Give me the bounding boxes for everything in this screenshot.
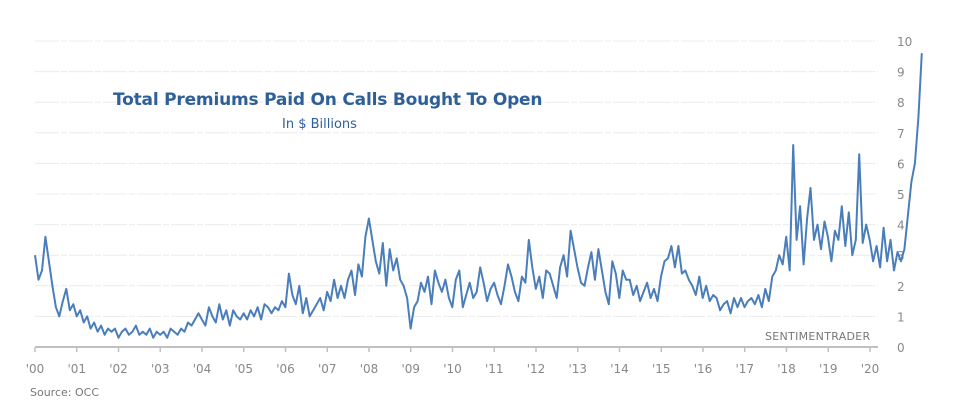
x-tick-label: '03 <box>151 362 170 376</box>
y-tick-label: 2 <box>897 280 905 294</box>
x-tick-label: '02 <box>109 362 128 376</box>
x-tick-label: '04 <box>193 362 212 376</box>
x-axis: '00 '01 '02 '03 '04 '05 '06 '07 '08 '09 '10 '11 '12 '… <box>26 346 880 376</box>
x-tick-label: '08 <box>360 362 379 376</box>
x-tick-label: '17 <box>735 362 754 376</box>
x-tick-label: '14 <box>610 362 629 376</box>
x-tick-label: '16 <box>694 362 713 376</box>
x-tick-label: '09 <box>401 362 420 376</box>
series-group <box>34 53 923 339</box>
source-note: Source: OCC <box>30 386 100 399</box>
x-tick-label: '15 <box>652 362 671 376</box>
y-tick-label: 0 <box>897 341 905 355</box>
x-tick-label: '19 <box>819 362 838 376</box>
x-tick-label: '01 <box>67 362 86 376</box>
y-axis: 0 1 2 3 4 5 6 7 8 9 10 <box>897 35 912 355</box>
y-tick-label: 6 <box>897 157 905 171</box>
y-tick-label: 4 <box>897 219 905 233</box>
y-tick-label: 10 <box>897 35 912 49</box>
x-tick-label: '07 <box>318 362 337 376</box>
x-tick-label: '10 <box>443 362 462 376</box>
watermark: SENTIMENTRADER <box>765 330 871 343</box>
y-tick-label: 5 <box>897 188 905 202</box>
chart-title: Total Premiums Paid On Calls Bought To O… <box>113 90 543 110</box>
x-tick-label: '18 <box>777 362 796 376</box>
y-tick-label: 1 <box>897 310 905 324</box>
x-tick-label: '06 <box>276 362 295 376</box>
x-tick-label: '11 <box>485 362 504 376</box>
gridlines <box>35 40 878 317</box>
y-tick-label: 7 <box>897 127 905 141</box>
x-tick-label: '05 <box>234 362 253 376</box>
y-tick-label: 9 <box>897 66 905 80</box>
y-tick-label: 8 <box>897 96 905 110</box>
x-tick-label: '13 <box>568 362 587 376</box>
x-tick-label: '00 <box>26 362 45 376</box>
chart-subtitle: In $ Billions <box>282 117 357 132</box>
x-tick-label: '20 <box>861 362 880 376</box>
x-tick-label: '12 <box>527 362 546 376</box>
series-line <box>34 53 923 339</box>
y-tick-label: 3 <box>897 249 905 263</box>
